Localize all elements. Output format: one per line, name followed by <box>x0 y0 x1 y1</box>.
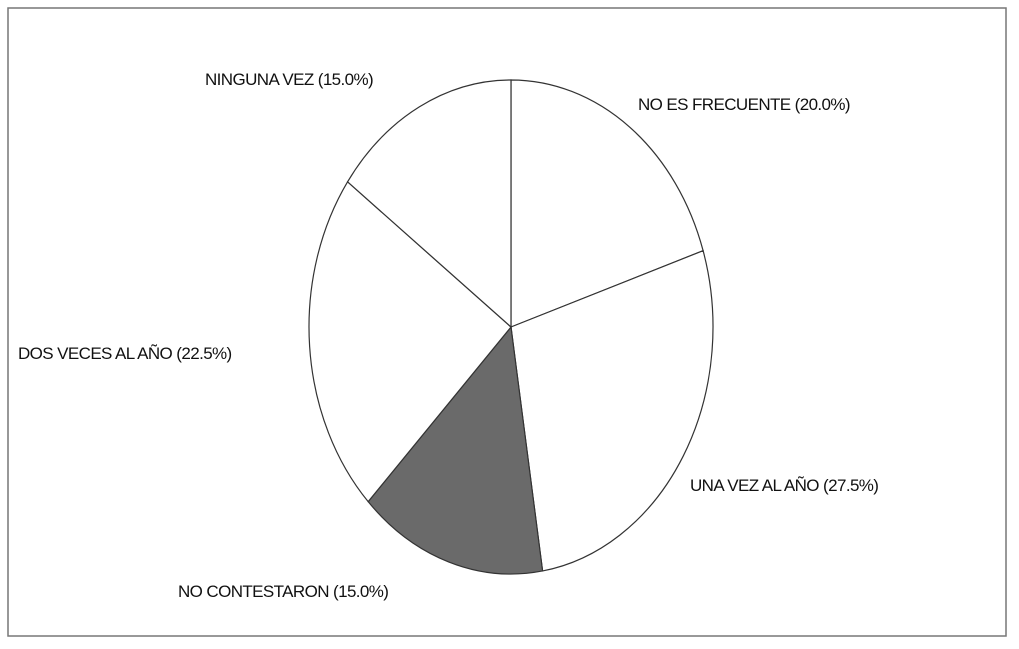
category-name: UNA VEZ AL AÑO <box>690 476 819 495</box>
slice-label: DOS VECES AL AÑO (22.5%) <box>18 344 232 363</box>
value-label: (15.0%) <box>333 582 388 601</box>
pie-slice <box>308 180 512 503</box>
pie-slice <box>346 79 512 329</box>
pie-slice <box>510 79 704 328</box>
value-label: (27.5%) <box>823 476 878 495</box>
pie-slice <box>367 325 544 575</box>
pie-slice <box>510 249 714 572</box>
value-label: (22.5%) <box>176 344 231 363</box>
category-name: NO ES FRECUENTE <box>638 95 791 114</box>
category-name: NO CONTESTARON <box>178 582 329 601</box>
slice-label: UNA VEZ AL AÑO (27.5%) <box>690 476 878 495</box>
value-label: (15.0%) <box>318 70 373 89</box>
category-name: DOS VECES AL AÑO <box>18 344 173 363</box>
slice-label: NINGUNA VEZ (15.0%) <box>205 70 373 89</box>
slice-label: NO ES FRECUENTE (20.0%) <box>638 95 850 114</box>
category-name: NINGUNA VEZ <box>205 70 314 89</box>
slice-label: NO CONTESTARON (15.0%) <box>178 582 388 601</box>
value-label: (20.0%) <box>795 95 850 114</box>
